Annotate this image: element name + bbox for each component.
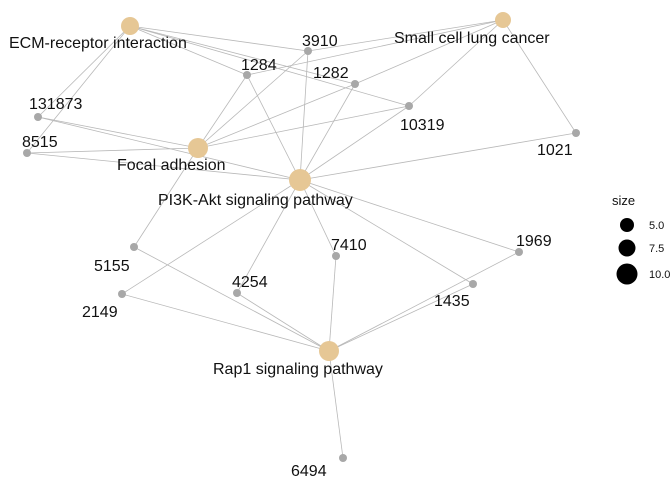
pathway-label-sclc: Small cell lung cancer xyxy=(394,30,550,47)
edge-focal-g3910 xyxy=(197,50,309,149)
gene-node-g1969[interactable] xyxy=(515,248,523,256)
gene-label-g6494: 6494 xyxy=(291,463,327,480)
edge-rap1-g1435 xyxy=(328,283,474,352)
gene-node-g5155[interactable] xyxy=(130,243,138,251)
gene-label-g8515: 8515 xyxy=(22,134,58,151)
edge-sclc-g1021 xyxy=(502,19,577,134)
gene-label-g1284: 1284 xyxy=(241,57,277,74)
gene-node-g2149[interactable] xyxy=(118,290,126,298)
pathway-label-ecm: ECM-receptor interaction xyxy=(9,35,187,52)
edge-rap1-g2149 xyxy=(121,293,330,352)
edge-rap1-g1969 xyxy=(328,251,520,352)
gene-label-g131873: 131873 xyxy=(29,96,82,113)
legend-dot-medium xyxy=(618,239,636,257)
gene-label-g2149: 2149 xyxy=(82,304,118,321)
pathway-node-ecm[interactable] xyxy=(121,17,139,35)
edge-pi3k-g1284 xyxy=(246,74,301,181)
pathway-label-rap1: Rap1 signaling pathway xyxy=(213,361,383,378)
edge-sclc-g1282 xyxy=(354,19,504,85)
edge-ecm-g1282 xyxy=(129,25,356,85)
edge-sclc-g1284 xyxy=(246,19,504,76)
edge-pi3k-g7410 xyxy=(299,179,337,257)
gene-node-g1282[interactable] xyxy=(351,80,359,88)
gene-label-g4254: 4254 xyxy=(232,274,268,291)
gene-node-g6494[interactable] xyxy=(339,454,347,462)
edge-sclc-g10319 xyxy=(408,19,504,107)
gene-label-g5155: 5155 xyxy=(94,258,130,275)
edge-focal-g1282 xyxy=(197,83,356,149)
edge-layer xyxy=(26,19,577,459)
edge-pi3k-g131873 xyxy=(37,116,301,181)
gene-node-g4254[interactable] xyxy=(233,289,241,297)
pathway-node-focal[interactable] xyxy=(188,138,208,158)
gene-label-g1435: 1435 xyxy=(434,293,470,310)
edge-pi3k-g8515 xyxy=(26,152,301,181)
edge-pi3k-g10319 xyxy=(299,105,410,181)
label-layer: ECM-receptor interaction Small cell lung … xyxy=(9,30,573,480)
legend-label-small: 5.0 xyxy=(649,220,664,232)
edge-ecm-g3910 xyxy=(129,25,309,52)
gene-label-g1969: 1969 xyxy=(516,233,552,250)
legend-dot-small xyxy=(620,218,634,232)
edge-ecm-g10319 xyxy=(129,25,410,107)
gene-node-g3910[interactable] xyxy=(304,47,312,55)
gene-node-g1021[interactable] xyxy=(572,129,580,137)
pathway-node-rap1[interactable] xyxy=(319,341,339,361)
legend-dot-large xyxy=(616,263,638,285)
node-layer xyxy=(23,12,580,462)
edge-ecm-g8515 xyxy=(26,25,131,154)
edge-pi3k-g1021 xyxy=(299,132,577,181)
edge-sclc-g3910 xyxy=(307,19,504,52)
gene-node-g1435[interactable] xyxy=(469,280,477,288)
edge-ecm-g1284 xyxy=(129,25,248,76)
edge-pi3k-g3910 xyxy=(299,50,309,181)
edge-focal-g1284 xyxy=(197,74,248,149)
gene-node-g131873[interactable] xyxy=(34,113,42,121)
edge-pi3k-g2149 xyxy=(121,179,301,295)
gene-label-g3910: 3910 xyxy=(302,33,338,50)
edge-pi3k-g4254 xyxy=(236,179,301,294)
pathway-label-focal: Focal adhesion xyxy=(117,157,226,174)
edge-focal-g5155 xyxy=(133,147,199,248)
gene-label-g1282: 1282 xyxy=(313,65,349,82)
edge-rap1-g7410 xyxy=(328,255,337,352)
gene-label-g10319: 10319 xyxy=(400,117,445,134)
size-legend: size 5.0 7.5 10.0 xyxy=(612,193,670,285)
edge-ecm-g131873 xyxy=(37,25,131,118)
edge-rap1-g4254 xyxy=(236,292,330,352)
edge-rap1-g5155 xyxy=(133,246,330,352)
pathway-node-pi3k[interactable] xyxy=(289,169,311,191)
edge-pi3k-g1969 xyxy=(299,179,520,253)
edge-focal-g131873 xyxy=(37,116,199,149)
legend-label-large: 10.0 xyxy=(649,269,670,281)
gene-label-g1021: 1021 xyxy=(537,142,573,159)
gene-node-g1284[interactable] xyxy=(243,71,251,79)
gene-node-g10319[interactable] xyxy=(405,102,413,110)
edge-pi3k-g1282 xyxy=(299,83,356,181)
edge-rap1-g6494 xyxy=(328,350,344,459)
edge-pi3k-g1435 xyxy=(299,179,474,285)
gene-node-g7410[interactable] xyxy=(332,252,340,260)
pathway-label-pi3k: PI3K-Akt signaling pathway xyxy=(158,192,353,209)
gene-node-g8515[interactable] xyxy=(23,149,31,157)
legend-label-medium: 7.5 xyxy=(649,243,664,255)
legend-title: size xyxy=(612,193,635,208)
pathway-node-sclc[interactable] xyxy=(495,12,511,28)
gene-label-g7410: 7410 xyxy=(331,237,367,254)
